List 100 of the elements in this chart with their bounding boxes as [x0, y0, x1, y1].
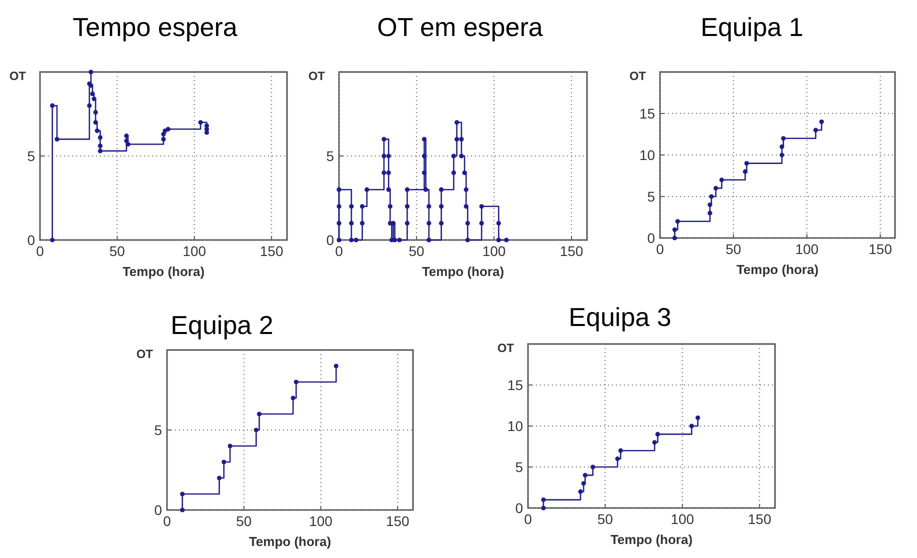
point — [578, 489, 583, 494]
point — [708, 210, 712, 216]
y-axis-title: OT — [497, 341, 515, 355]
y-tick-label: 10 — [507, 418, 524, 434]
y-axis-title: OT — [136, 347, 154, 361]
point — [464, 204, 468, 209]
point — [294, 380, 298, 384]
y-axis-title: OT — [308, 69, 326, 83]
point — [781, 136, 786, 141]
point — [50, 103, 55, 108]
point — [216, 476, 222, 480]
point — [479, 204, 484, 209]
point — [439, 220, 444, 226]
point — [98, 144, 103, 148]
x-tick-label: 150 — [868, 241, 892, 257]
point — [349, 238, 354, 242]
point — [98, 135, 103, 140]
point — [87, 103, 92, 108]
point — [672, 236, 677, 240]
y-axis-title: OT — [629, 69, 647, 83]
point — [364, 187, 370, 192]
point — [652, 440, 657, 445]
y-tick-label: 5 — [515, 459, 524, 475]
y-tick-label: 15 — [639, 106, 656, 122]
point — [404, 220, 410, 226]
x-tick-label: 150 — [748, 511, 772, 527]
x-tick-label: 100 — [309, 513, 333, 529]
point — [228, 444, 232, 448]
point — [426, 204, 432, 209]
x-axis-title: Tempo (hora) — [248, 534, 332, 549]
point — [496, 220, 501, 226]
x-tick-label: 50 — [109, 243, 126, 259]
point — [382, 154, 386, 158]
point — [336, 204, 342, 209]
point — [465, 220, 470, 226]
point — [93, 110, 98, 115]
point — [180, 508, 185, 512]
point — [222, 460, 226, 464]
point — [582, 472, 588, 478]
point — [581, 481, 586, 486]
point — [124, 138, 129, 144]
point — [166, 126, 170, 132]
point — [590, 464, 596, 470]
point — [655, 432, 660, 436]
point — [386, 154, 391, 158]
point — [696, 416, 700, 420]
x-tick-label: 150 — [260, 243, 284, 259]
x-tick-label: 50 — [408, 243, 424, 259]
point — [439, 204, 444, 209]
point — [50, 238, 55, 242]
chart-title: OT em espera — [377, 12, 544, 42]
point — [354, 238, 358, 242]
point — [360, 204, 365, 209]
point — [618, 448, 623, 453]
point — [254, 428, 258, 432]
point — [94, 128, 100, 134]
chart-title: Equipa 3 — [568, 302, 672, 332]
chart-title: Equipa 1 — [700, 12, 804, 42]
y-tick-label: 5 — [326, 148, 334, 164]
point — [459, 136, 464, 142]
point — [349, 220, 354, 226]
point — [161, 136, 166, 142]
point — [819, 120, 824, 124]
point — [88, 70, 94, 74]
point — [290, 396, 296, 400]
x-axis-title: Tempo (hora) — [736, 262, 819, 277]
point — [451, 154, 456, 158]
point — [349, 204, 354, 209]
point — [336, 220, 342, 226]
point — [541, 506, 546, 510]
point — [386, 170, 391, 176]
point — [256, 412, 262, 416]
point — [422, 170, 427, 176]
point — [126, 142, 130, 147]
point — [198, 120, 203, 125]
point — [541, 498, 546, 502]
point — [424, 187, 428, 192]
x-axis-title: Tempo (hora) — [422, 264, 504, 279]
point — [426, 238, 432, 242]
point — [504, 238, 509, 242]
point — [397, 238, 402, 242]
point — [744, 161, 749, 166]
point — [439, 187, 444, 192]
point — [709, 194, 714, 199]
point — [451, 170, 456, 176]
point — [780, 152, 784, 158]
point — [382, 170, 386, 176]
point — [386, 187, 391, 192]
point — [392, 238, 398, 242]
point — [336, 187, 342, 192]
point — [714, 186, 718, 190]
y-tick-label: 0 — [647, 230, 656, 246]
point — [204, 130, 210, 135]
point — [54, 136, 60, 142]
point — [404, 204, 410, 209]
y-tick-label: 5 — [154, 422, 162, 438]
point — [454, 120, 460, 125]
x-tick-label: 100 — [482, 243, 506, 259]
y-tick-label: 5 — [647, 188, 656, 204]
y-tick-label: 15 — [507, 377, 524, 393]
